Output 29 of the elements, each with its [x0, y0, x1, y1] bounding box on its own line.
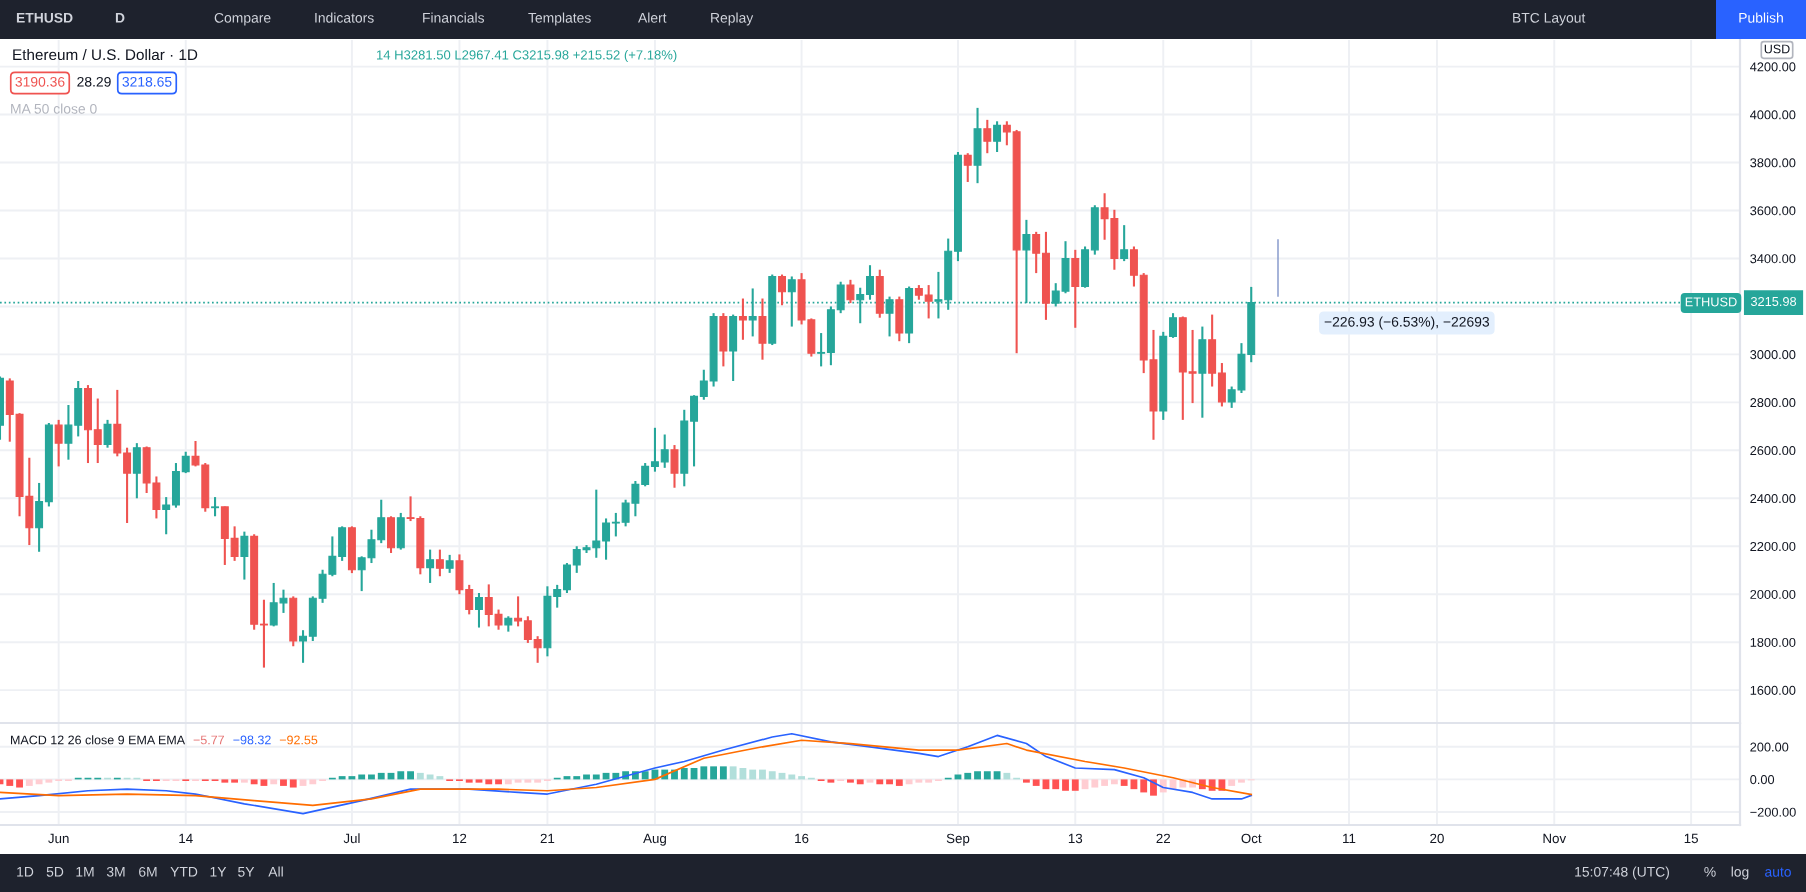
candlestick — [719, 312, 728, 368]
candlestick — [875, 268, 884, 319]
candlestick — [758, 297, 767, 361]
bar — [270, 779, 278, 785]
candlestick — [435, 548, 444, 578]
candlestick — [475, 591, 483, 629]
candlestick — [132, 442, 141, 500]
candlestick — [289, 595, 298, 648]
candlestick — [993, 120, 1002, 154]
candlestick — [103, 418, 112, 449]
candlestick — [1071, 248, 1080, 329]
candlestick — [211, 496, 220, 518]
candlestick — [54, 418, 63, 468]
candlestick — [396, 511, 405, 551]
candlestick — [973, 106, 982, 185]
candlestick — [738, 297, 747, 341]
candlestick — [670, 444, 679, 489]
candlestick — [387, 515, 395, 555]
candlestick — [729, 313, 738, 383]
candlestick — [1198, 325, 1207, 419]
candlestick — [347, 525, 356, 575]
candlestick — [1120, 224, 1129, 263]
candlestick — [983, 118, 992, 155]
candlestick — [778, 273, 786, 307]
candlestick — [895, 295, 904, 343]
candlestick — [240, 530, 249, 581]
candlestick — [426, 548, 435, 584]
candlestick — [846, 278, 855, 305]
candlestick — [963, 152, 972, 184]
